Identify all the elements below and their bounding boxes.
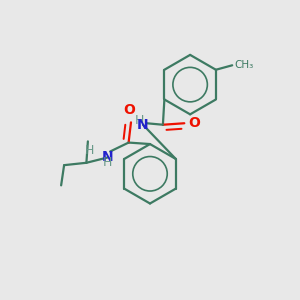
Text: CH₃: CH₃ <box>235 60 254 70</box>
Text: H: H <box>134 114 144 127</box>
Text: H: H <box>103 156 112 169</box>
Text: N: N <box>137 118 149 132</box>
Text: N: N <box>102 150 114 164</box>
Text: H: H <box>85 144 94 158</box>
Text: O: O <box>188 116 200 130</box>
Text: O: O <box>124 103 135 117</box>
